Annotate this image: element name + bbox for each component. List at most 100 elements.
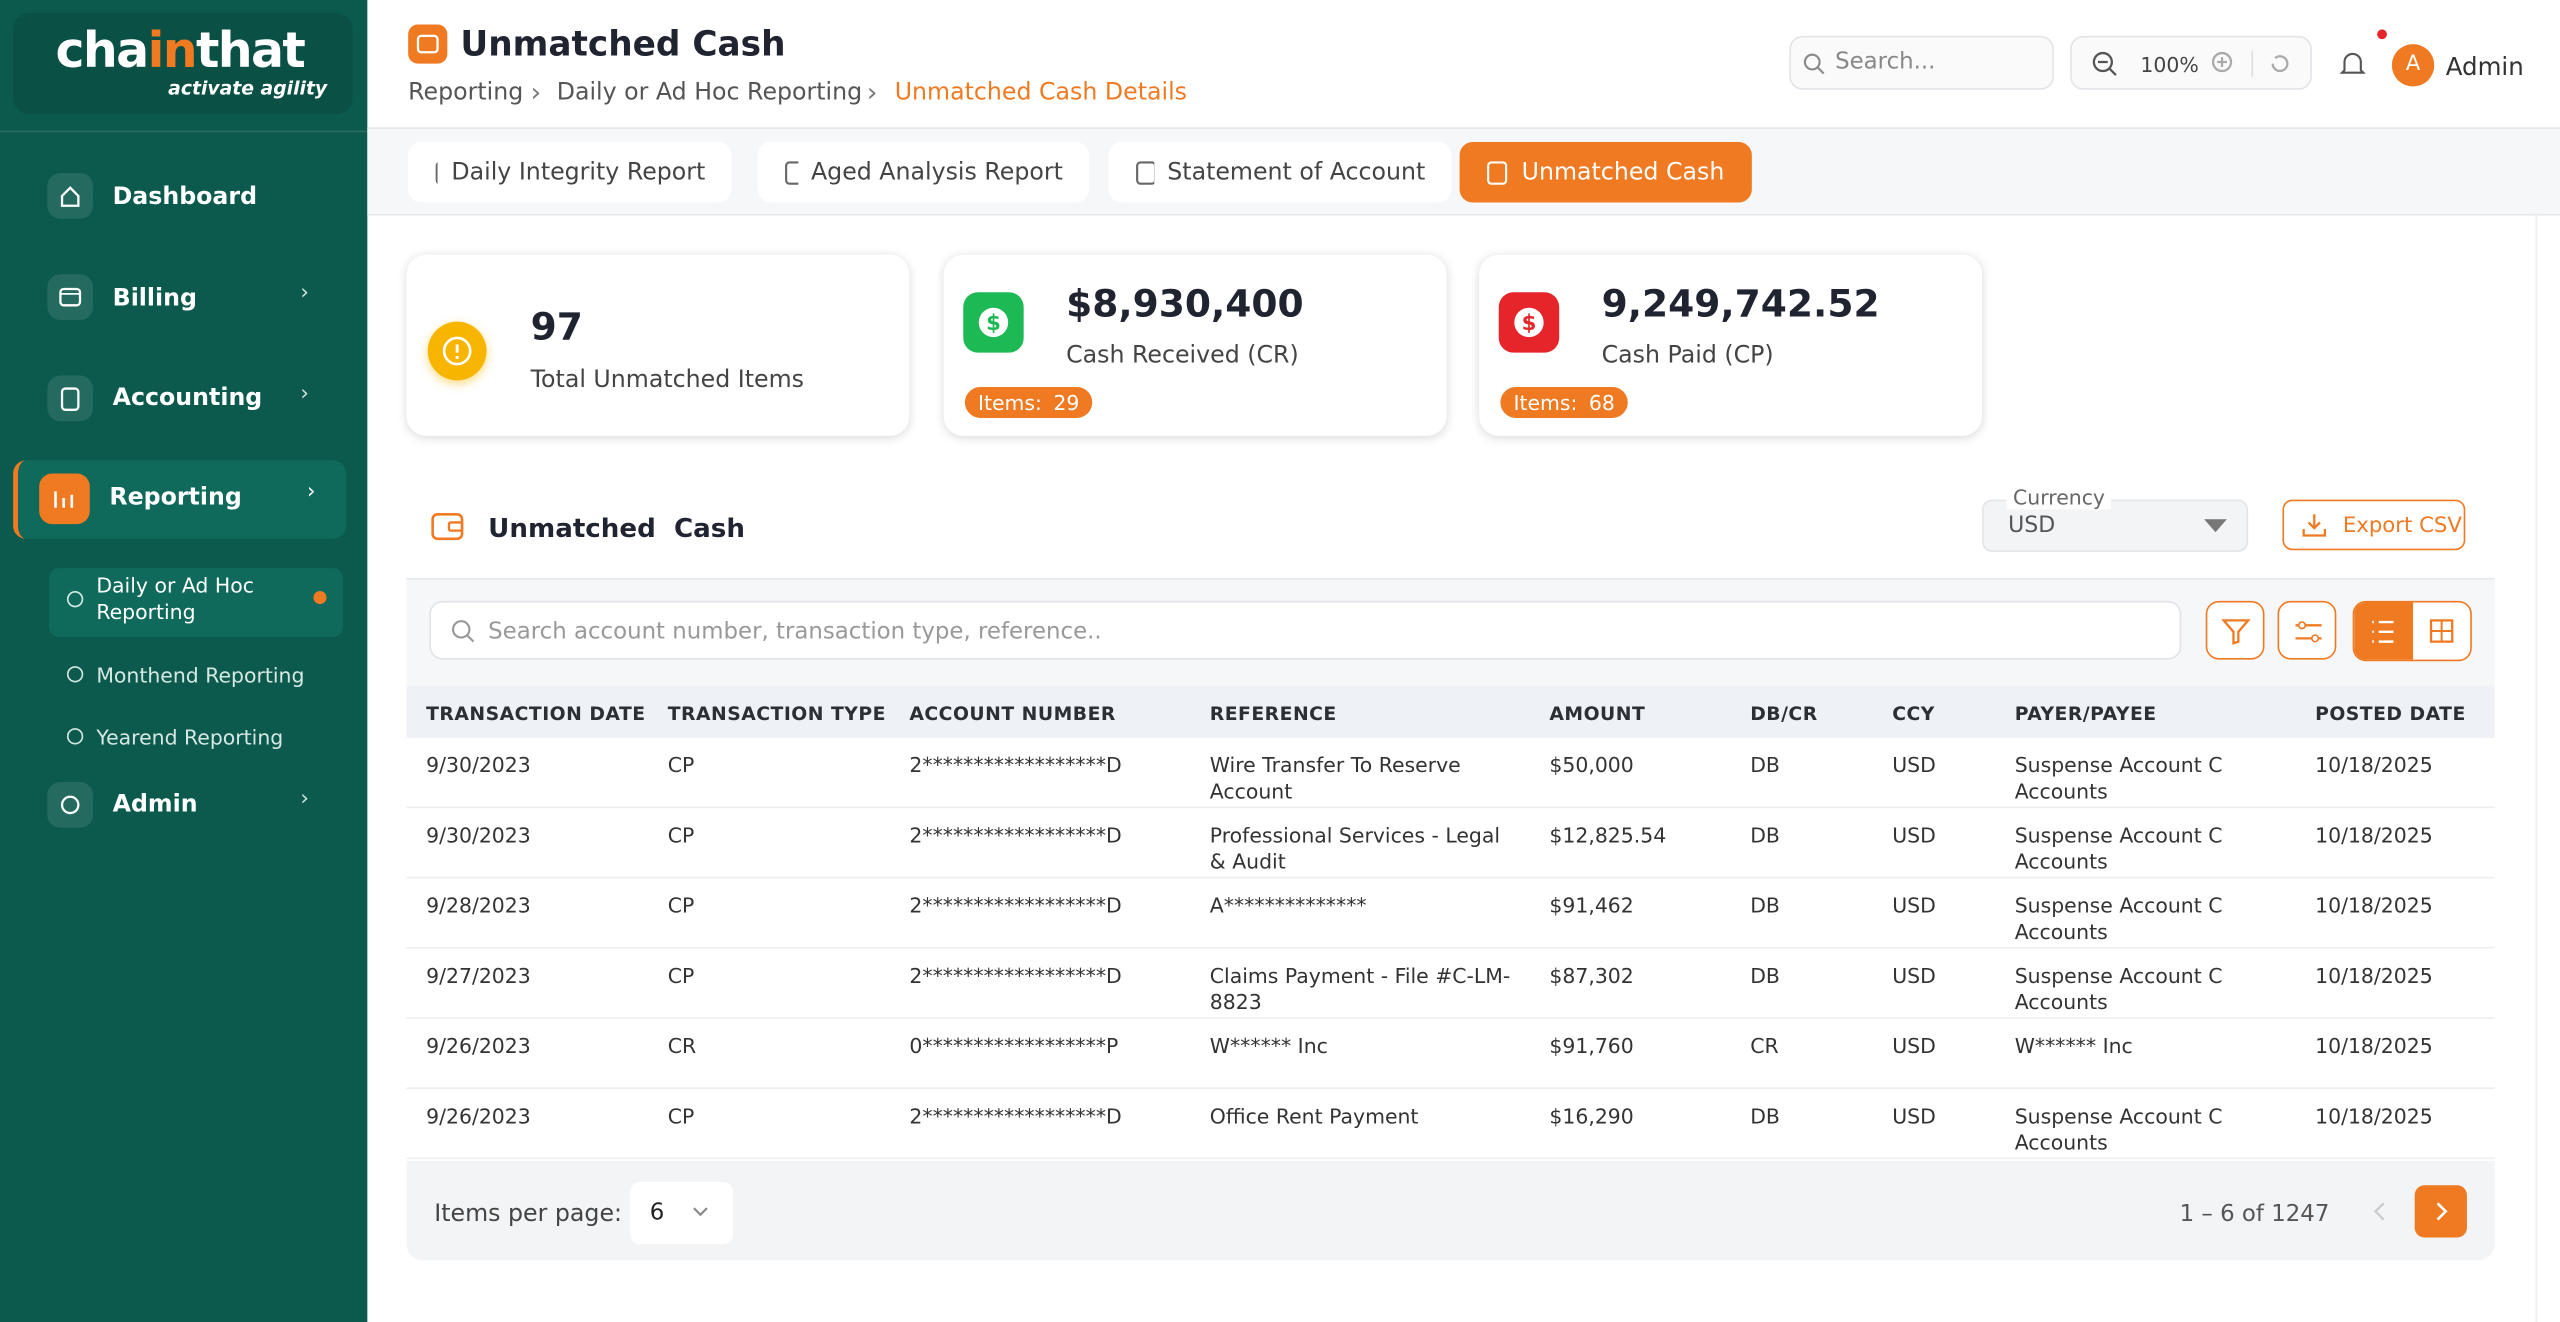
- table-cell: DB: [1750, 1103, 1780, 1129]
- table-cell: USD: [1892, 1103, 1936, 1129]
- column-header[interactable]: ACCOUNT NUMBER: [909, 702, 1116, 725]
- table-cell: Suspense Account C Accounts: [2014, 752, 2223, 804]
- breadcrumb[interactable]: Reporting: [408, 79, 524, 107]
- decoration: [785, 160, 798, 184]
- decoration: [2221, 619, 2251, 645]
- table-cell: 10/18/2025: [2315, 752, 2433, 778]
- table-row[interactable]: [406, 1089, 2495, 1160]
- logo-text: cha: [55, 22, 150, 80]
- column-header[interactable]: POSTED DATE: [2315, 702, 2466, 725]
- zoom-out[interactable]: [2091, 51, 2117, 77]
- card-icon: $: [1498, 292, 1560, 353]
- decoration: [313, 591, 327, 605]
- logo-text: that: [195, 22, 306, 80]
- decoration: [60, 186, 80, 207]
- table-header: [406, 685, 2495, 738]
- breadcrumb: Unmatched Cash Details: [894, 79, 1187, 107]
- logo: chainthat activate agility: [13, 13, 353, 115]
- table-cell: Suspense Account C Accounts: [2014, 822, 2223, 874]
- next-page[interactable]: [2414, 1185, 2467, 1238]
- logo-text: in: [147, 22, 198, 80]
- sub-nav-item[interactable]: Yearend Reporting: [96, 724, 284, 750]
- table-cell: 9/27/2023: [426, 963, 531, 988]
- decoration: $: [978, 307, 1009, 338]
- table-cell: 10/18/2025: [2315, 963, 2433, 988]
- decoration: [60, 795, 80, 815]
- avatar[interactable]: A: [2391, 44, 2435, 87]
- table-cell: USD: [1892, 752, 1936, 778]
- card-label: Cash Paid (CP): [1601, 342, 1774, 369]
- decoration: [2295, 621, 2322, 643]
- card-label: Total Unmatched Items: [530, 367, 804, 394]
- prev-page[interactable]: [2371, 1200, 2391, 1223]
- tab[interactable]: Unmatched Cash: [1459, 142, 1752, 203]
- per-page-select[interactable]: 6: [630, 1182, 734, 1245]
- table-cell: 2******************D: [909, 963, 1122, 988]
- section-title: Unmatched Cash: [488, 512, 745, 544]
- nav-item[interactable]: Admin: [112, 791, 198, 818]
- sub-nav-item[interactable]: Monthend Reporting: [96, 662, 305, 688]
- table-row[interactable]: [406, 808, 2495, 879]
- column-header[interactable]: AMOUNT: [1549, 702, 1646, 725]
- decoration: [2204, 519, 2227, 533]
- column-header[interactable]: TRANSACTION TYPE: [667, 702, 886, 725]
- nav-item[interactable]: Accounting: [112, 385, 263, 412]
- table-search[interactable]: Search account number, transaction type,…: [429, 600, 2182, 660]
- column-header[interactable]: REFERENCE: [1209, 702, 1337, 725]
- table-row[interactable]: [406, 878, 2495, 949]
- breadcrumb[interactable]: Daily or Ad Hoc Reporting: [556, 79, 863, 107]
- filter-button[interactable]: [2205, 600, 2265, 660]
- sub-nav-item[interactable]: Daily or Ad Hoc Reporting: [96, 573, 254, 624]
- table-cell: USD: [1892, 1033, 1936, 1058]
- zoom-in[interactable]: [2211, 51, 2237, 77]
- tab[interactable]: Daily Integrity Report: [408, 142, 732, 203]
- table-cell: 2******************D: [909, 1103, 1122, 1129]
- settings-button[interactable]: [2277, 600, 2337, 660]
- export-button[interactable]: Export CSV: [2282, 499, 2466, 551]
- column-header[interactable]: DB/CR: [1750, 702, 1818, 725]
- notifications[interactable]: [2339, 49, 2366, 78]
- search-box[interactable]: Search...: [1789, 35, 2054, 90]
- table-row[interactable]: [406, 738, 2495, 809]
- decoration: [66, 728, 84, 745]
- decoration: [442, 336, 472, 366]
- table-cell: Claims Payment - File #C-LM-8823: [1209, 963, 1511, 1014]
- decoration: [693, 1207, 708, 1217]
- table-cell: Wire Transfer To Reserve Account: [1209, 752, 1461, 804]
- grid-view[interactable]: [2413, 602, 2470, 659]
- search-placeholder: Search...: [1835, 48, 1936, 76]
- per-page-value: 6: [649, 1199, 665, 1227]
- list-view[interactable]: [2354, 602, 2414, 660]
- card-value: 9,249,742.52: [1601, 284, 1880, 327]
- tab[interactable]: Statement of Account: [1108, 142, 1452, 203]
- decoration: [451, 620, 475, 643]
- svg-text:$: $: [1522, 311, 1537, 336]
- table-row[interactable]: [406, 949, 2495, 1019]
- decoration: [66, 591, 84, 608]
- nav-item[interactable]: Reporting: [109, 484, 242, 512]
- column-header[interactable]: PAYER/PAYEE: [2014, 702, 2157, 725]
- decoration: [2436, 1202, 2448, 1221]
- table-cell: $16,290: [1549, 1103, 1634, 1129]
- table-cell: USD: [1892, 822, 1936, 848]
- table-cell: Suspense Account C Accounts: [2014, 1103, 2223, 1155]
- table-cell: USD: [1892, 893, 1936, 918]
- decoration: [2302, 514, 2327, 537]
- zoom-reset[interactable]: [2266, 51, 2292, 77]
- table-cell: DB: [1750, 822, 1780, 848]
- nav-item[interactable]: Dashboard: [112, 184, 258, 211]
- tab[interactable]: Aged Analysis Report: [757, 142, 1089, 203]
- column-header[interactable]: TRANSACTION DATE: [426, 702, 646, 725]
- nav-item[interactable]: Billing: [112, 285, 197, 312]
- user-name[interactable]: Admin: [2445, 52, 2524, 82]
- table-cell: $50,000: [1549, 752, 1634, 778]
- table-row[interactable]: [406, 1019, 2495, 1089]
- table-cell: Suspense Account C Accounts: [2014, 963, 2223, 1014]
- search-placeholder: Search account number, transaction type,…: [488, 618, 1102, 645]
- column-header[interactable]: CCY: [1892, 702, 1935, 725]
- table-cell: CP: [667, 752, 695, 778]
- badge-label: Items:: [1513, 390, 1578, 415]
- page-title: Unmatched Cash: [460, 24, 786, 64]
- zoom-control: 100%: [2070, 35, 2312, 90]
